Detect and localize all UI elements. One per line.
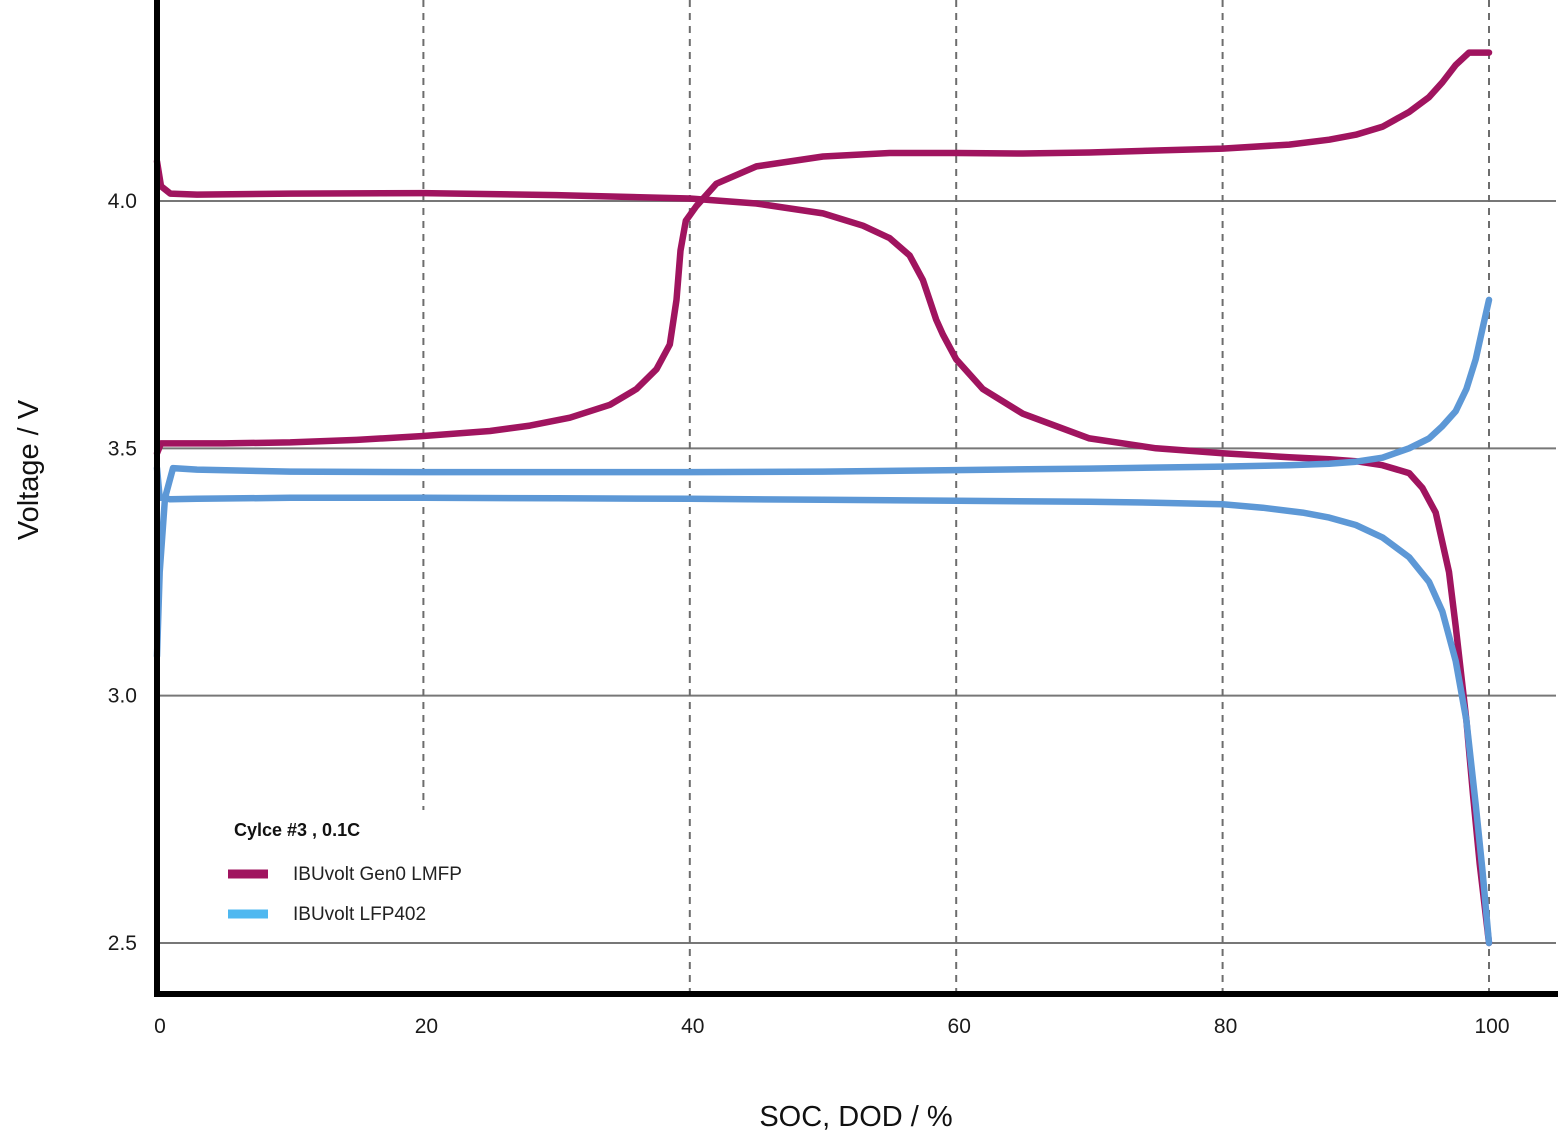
legend: Cylce #3 , 0.1C IBUvolt Gen0 LMFP IBUvol… xyxy=(228,820,462,925)
x-tick-label: 0 xyxy=(154,1015,166,1038)
y-tick-label: 2.5 xyxy=(108,932,137,955)
x-tick-label: 20 xyxy=(415,1015,438,1038)
y-tick-label: 3.0 xyxy=(108,685,137,708)
tick-labels: 2.5 3.0 3.5 4.0 0 20 40 60 80 100 xyxy=(108,190,1510,1038)
axes xyxy=(154,0,1558,997)
x-axis-title: SOC, DOD / % xyxy=(759,1101,952,1133)
series-layer xyxy=(153,49,1493,947)
series-line-ibuvolt-lfp402-charge xyxy=(153,296,1493,660)
y-tick-label: 4.0 xyxy=(108,190,137,213)
y-axis-title: Voltage / V xyxy=(13,399,45,540)
y-tick-label: 3.5 xyxy=(108,437,137,460)
x-tick-label: 80 xyxy=(1214,1015,1237,1038)
legend-label-lfp402: IBUvolt LFP402 xyxy=(293,904,426,925)
series-line-ibuvolt-gen0-lmfp-charge xyxy=(153,49,1493,457)
x-tick-label: 40 xyxy=(681,1015,704,1038)
x-tick-label: 100 xyxy=(1474,1015,1509,1038)
grid xyxy=(157,0,1556,994)
legend-title: Cylce #3 , 0.1C xyxy=(234,820,360,840)
series-line-ibuvolt-lfp402-discharge xyxy=(153,464,1493,947)
x-tick-label: 60 xyxy=(948,1015,971,1038)
series-line-ibuvolt-gen0-lmfp-discharge xyxy=(153,158,1493,947)
legend-label-lmfp: IBUvolt Gen0 LMFP xyxy=(293,864,462,885)
